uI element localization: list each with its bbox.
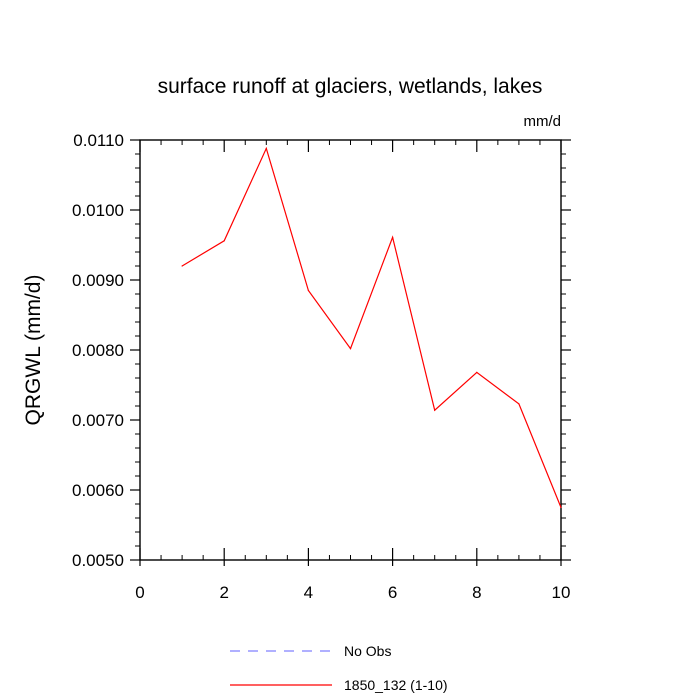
data-point [223,240,225,242]
y-tick-label: 0.0070 [72,411,124,430]
y-axis-label: QRGWL (mm/d) [22,275,45,426]
units-label: mm/d [524,113,562,130]
x-tick-label: 10 [552,583,571,602]
chart-title: surface runoff at glaciers, wetlands, la… [158,75,543,98]
x-tick-label: 6 [388,583,397,602]
series-line [181,146,562,508]
y-tick-label: 0.0080 [72,341,124,360]
y-tick-label: 0.0090 [72,271,124,290]
tick-labels: 0 2 4 6 8 10 0.0050 0.0060 0.0070 0.0080 0.0090 0.0… [72,131,570,602]
data-point [560,506,562,509]
y-tick-label: 0.0100 [72,201,124,220]
y-tick-label: 0.0110 [73,131,124,150]
legend-label: No Obs [344,643,391,659]
data-point [476,371,478,373]
data-point [181,265,183,267]
plot-area [139,139,562,561]
data-point [349,348,352,350]
data-point [392,236,394,238]
x-tick-label: 0 [135,583,144,602]
x-tick-label: 2 [219,583,228,602]
data-point [518,403,520,405]
axis-ticks [130,139,571,566]
x-tick-label: 8 [472,583,481,602]
plot-frame [139,139,562,561]
data-point [434,409,436,411]
y-tick-label: 0.0060 [72,481,124,500]
legend-label: 1850_132 (1-10) [344,677,448,693]
data-point [265,147,267,149]
x-tick-label: 4 [304,583,313,602]
legend: No Obs 1850_132 (1-10) [230,643,448,693]
series-lines [181,146,562,509]
y-tick-label: 0.0050 [72,551,124,570]
data-point [307,289,309,292]
